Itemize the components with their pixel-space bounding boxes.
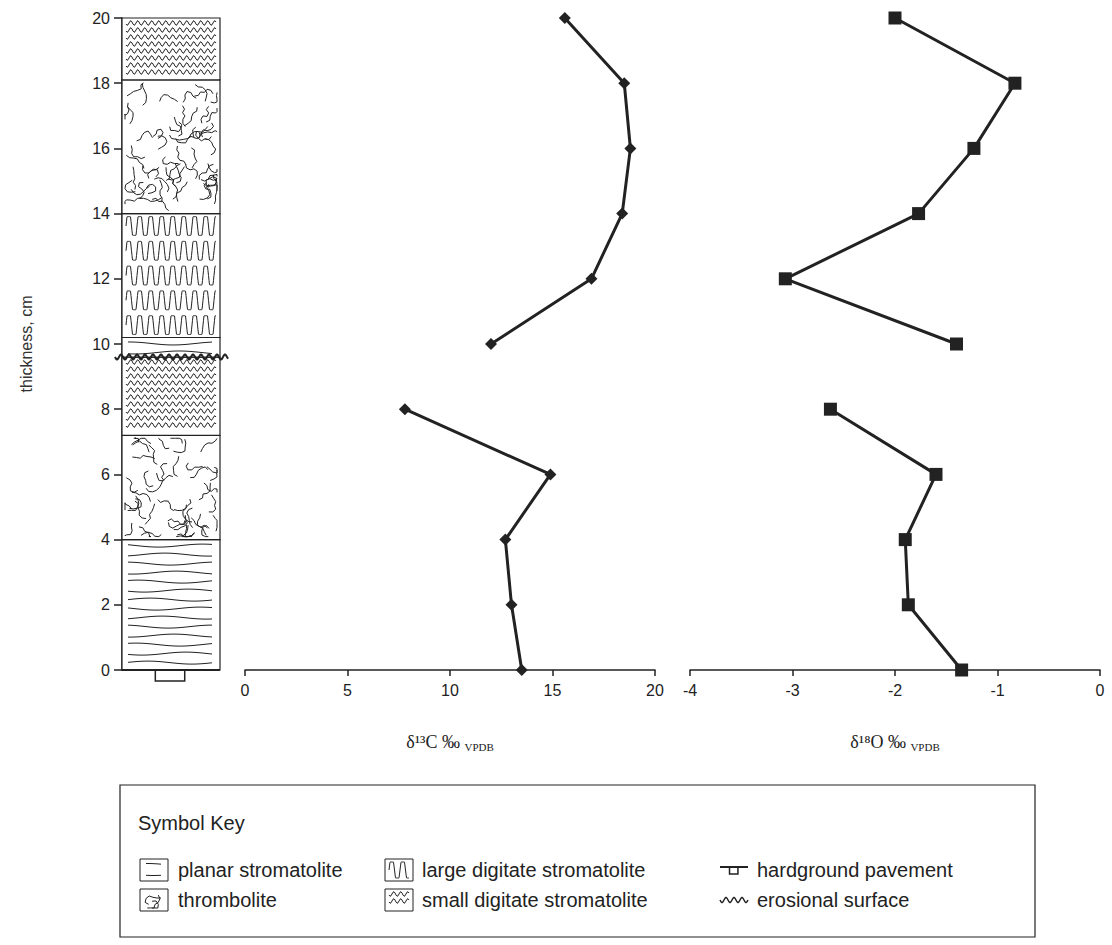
- svg-text:5: 5: [343, 682, 352, 699]
- svg-text:-2: -2: [888, 682, 902, 699]
- svg-text:-4: -4: [683, 682, 697, 699]
- svg-text:-3: -3: [785, 682, 799, 699]
- svg-text:12: 12: [92, 270, 110, 287]
- svg-text:VPDB: VPDB: [910, 741, 939, 753]
- svg-text:20: 20: [92, 10, 110, 27]
- svg-text:0: 0: [101, 662, 110, 679]
- svg-text:δ¹³C ‰: δ¹³C ‰: [406, 732, 464, 752]
- svg-text:planar stromatolite: planar stromatolite: [178, 859, 343, 881]
- svg-text:14: 14: [92, 205, 110, 222]
- svg-text:thrombolite: thrombolite: [178, 889, 277, 911]
- svg-text:18: 18: [92, 75, 110, 92]
- svg-text:0: 0: [241, 682, 250, 699]
- svg-text:10: 10: [92, 336, 110, 353]
- svg-text:0: 0: [1096, 682, 1105, 699]
- svg-text:thickness, cm: thickness, cm: [18, 296, 35, 393]
- svg-text:hardground pavement: hardground pavement: [757, 859, 953, 881]
- svg-text:-1: -1: [990, 682, 1004, 699]
- svg-text:6: 6: [101, 466, 110, 483]
- svg-text:large digitate stromatolite: large digitate stromatolite: [422, 859, 645, 881]
- svg-text:8: 8: [101, 401, 110, 418]
- svg-text:4: 4: [101, 531, 110, 548]
- svg-text:δ¹⁸O ‰: δ¹⁸O ‰: [850, 732, 910, 752]
- svg-text:15: 15: [544, 682, 562, 699]
- svg-text:2: 2: [101, 596, 110, 613]
- svg-text:small digitate stromatolite: small digitate stromatolite: [422, 889, 648, 911]
- svg-text:10: 10: [441, 682, 459, 699]
- svg-text:erosional surface: erosional surface: [757, 889, 909, 911]
- svg-text:20: 20: [646, 682, 664, 699]
- svg-text:VPDB: VPDB: [464, 741, 493, 753]
- svg-text:16: 16: [92, 140, 110, 157]
- svg-text:Symbol Key: Symbol Key: [138, 812, 245, 834]
